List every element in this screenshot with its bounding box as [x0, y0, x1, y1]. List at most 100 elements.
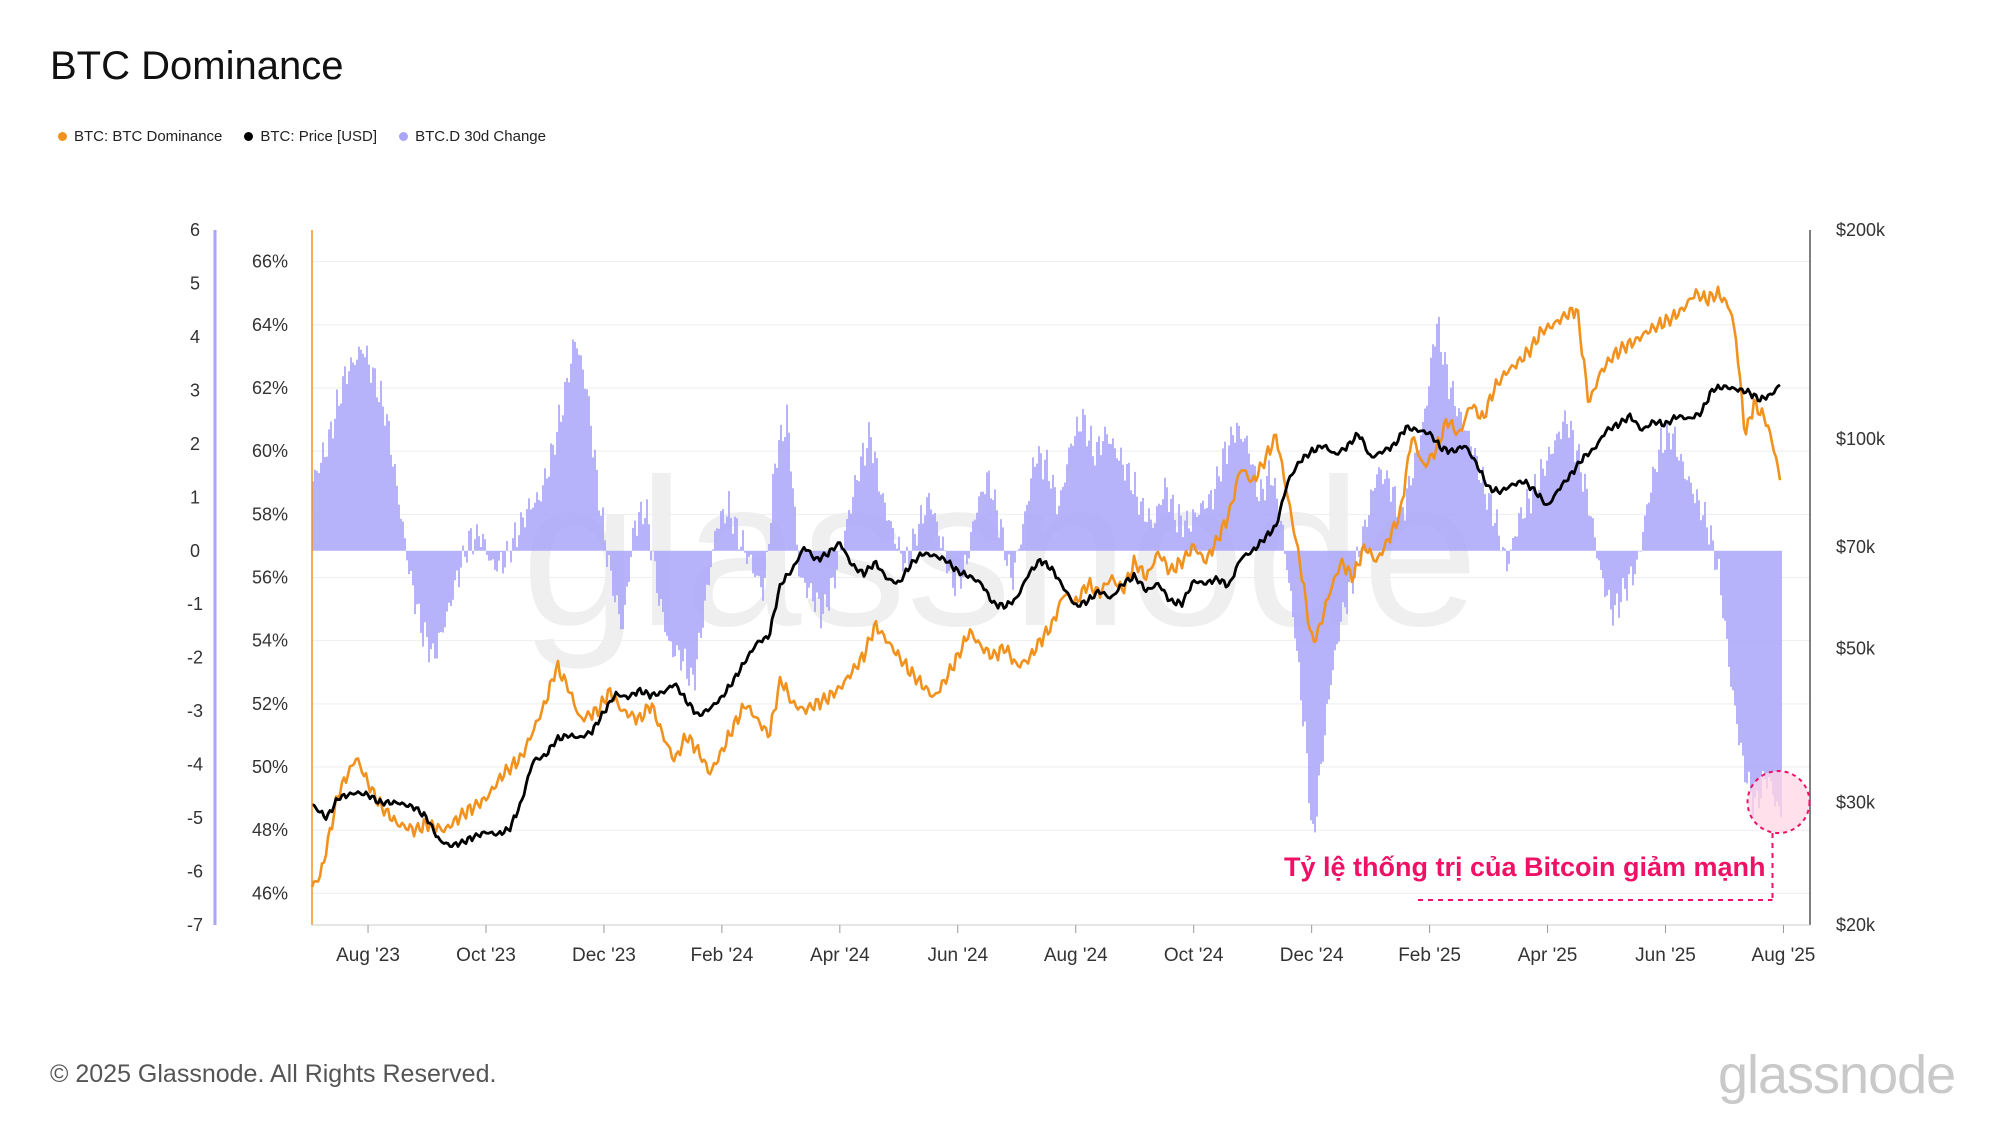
- change-bar: [788, 432, 790, 551]
- change-bar: [1280, 520, 1282, 551]
- change-bar: [822, 550, 824, 614]
- legend-item-price[interactable]: BTC: Price [USD]: [244, 128, 377, 145]
- change-bar: [526, 509, 528, 551]
- change-bar: [1198, 514, 1200, 551]
- change-bar: [1328, 550, 1330, 700]
- legend-item-change[interactable]: BTC.D 30d Change: [399, 128, 546, 145]
- change-bar: [704, 550, 706, 601]
- legend-item-dominance[interactable]: BTC: BTC Dominance: [58, 128, 222, 145]
- change-bar: [1286, 550, 1288, 571]
- change-bar: [1094, 465, 1096, 551]
- change-bar: [1208, 494, 1210, 551]
- change-bar: [940, 548, 942, 551]
- change-bar: [1450, 387, 1452, 551]
- change-bar: [530, 509, 532, 551]
- change-bar: [552, 444, 554, 551]
- change-bar: [520, 512, 522, 551]
- change-bar: [328, 429, 330, 551]
- change-bar: [536, 492, 538, 551]
- change-bar: [1482, 466, 1484, 551]
- change-bar: [760, 550, 762, 588]
- change-bar: [1750, 550, 1752, 792]
- change-bar: [1302, 550, 1304, 727]
- change-bar: [698, 550, 700, 633]
- change-bar: [1714, 550, 1716, 571]
- change-bar: [1126, 464, 1128, 551]
- change-bar: [562, 415, 564, 551]
- price-axis-tick: $30k: [1836, 793, 1876, 813]
- change-bar: [992, 500, 994, 551]
- change-bar: [540, 501, 542, 551]
- change-bar: [920, 505, 922, 551]
- change-bar: [1226, 464, 1228, 551]
- change-bar: [884, 502, 886, 551]
- change-bar: [386, 414, 388, 551]
- change-bar: [618, 550, 620, 615]
- change-bar: [1644, 515, 1646, 551]
- change-bar: [1710, 525, 1712, 551]
- change-bar: [1726, 550, 1728, 639]
- change-bar: [524, 527, 526, 551]
- change-bar: [800, 550, 802, 578]
- change-bar: [1426, 405, 1428, 551]
- change-bar: [1256, 496, 1258, 551]
- change-bar: [924, 515, 926, 551]
- change-bar: [1674, 426, 1676, 551]
- change-bar: [1038, 446, 1040, 551]
- change-bar: [1536, 492, 1538, 551]
- change-bar: [1692, 493, 1694, 551]
- change-bar: [630, 550, 632, 558]
- change-bar: [1188, 528, 1190, 551]
- change-bar: [1132, 494, 1134, 551]
- change-bar: [904, 550, 906, 564]
- change-bar: [1724, 550, 1726, 621]
- change-axis-tick: 1: [190, 487, 200, 507]
- change-bar: [1594, 537, 1596, 551]
- change-bar: [658, 550, 660, 606]
- change-bar: [732, 533, 734, 551]
- change-bar: [758, 550, 760, 577]
- change-bar: [1018, 548, 1020, 551]
- change-bar: [1626, 550, 1628, 601]
- change-bar: [648, 524, 650, 551]
- change-bar: [1162, 499, 1164, 551]
- change-bar: [1680, 453, 1682, 551]
- change-bar: [1660, 427, 1662, 551]
- x-axis-tick: Feb '25: [1398, 945, 1461, 966]
- change-bar: [458, 550, 460, 588]
- change-bar: [434, 550, 436, 659]
- change-bar: [1012, 550, 1014, 590]
- change-bar: [1578, 444, 1580, 551]
- change-bar: [376, 397, 378, 551]
- change-bar: [882, 493, 884, 551]
- change-bar: [1032, 457, 1034, 551]
- change-bar: [988, 470, 990, 551]
- change-bar: [1338, 550, 1340, 642]
- change-bar: [1246, 435, 1248, 551]
- change-bar: [668, 550, 670, 641]
- change-bar: [812, 550, 814, 602]
- change-bar: [840, 548, 842, 551]
- change-bar: [488, 550, 490, 561]
- change-bar: [756, 550, 758, 576]
- change-bar: [1334, 550, 1336, 651]
- change-bar: [544, 468, 546, 551]
- change-bar: [1532, 487, 1534, 551]
- change-bar: [656, 550, 658, 594]
- change-bar: [482, 533, 484, 551]
- change-bar: [1670, 449, 1672, 551]
- change-bar: [1156, 506, 1158, 551]
- change-bar: [1070, 443, 1072, 551]
- change-bar: [1326, 550, 1328, 704]
- change-bar: [454, 550, 456, 581]
- change-bar: [1108, 443, 1110, 551]
- change-bar: [324, 456, 326, 551]
- change-bar: [1672, 433, 1674, 551]
- change-bar: [1380, 469, 1382, 551]
- change-bar: [1260, 479, 1262, 551]
- change-bar: [1048, 481, 1050, 551]
- change-bar: [608, 550, 610, 556]
- change-bar: [1664, 449, 1666, 551]
- change-bar: [1240, 438, 1242, 551]
